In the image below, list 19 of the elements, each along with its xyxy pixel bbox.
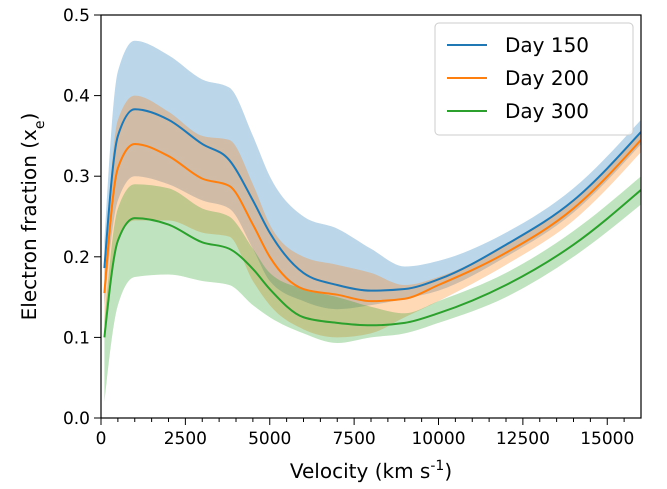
x-tick-label: 10000 <box>411 429 466 449</box>
x-tick-label: 2500 <box>164 429 208 449</box>
line-series <box>103 138 641 302</box>
x-tick-label: 0 <box>96 429 106 449</box>
y-tick-label: 0.4 <box>62 86 90 107</box>
x-tick-label: 12500 <box>496 429 550 449</box>
legend-label: Day 300 <box>505 99 590 123</box>
x-tick-label: 15000 <box>580 429 634 449</box>
y-tick-label: 0.1 <box>62 328 90 348</box>
y-tick-label: 0.0 <box>62 408 90 429</box>
x-tick-label: 7500 <box>332 429 376 449</box>
legend-label: Day 150 <box>505 33 590 57</box>
x-tick-label: 5000 <box>248 429 292 449</box>
legend-label: Day 200 <box>505 66 590 90</box>
y-tick-label: 0.5 <box>62 6 90 26</box>
x-axis-title: Velocity (km s$^{-1}$) <box>290 458 452 483</box>
line-series <box>103 188 641 338</box>
y-tick-label: 0.3 <box>62 167 90 188</box>
y-tick-label: 0.2 <box>62 248 90 268</box>
